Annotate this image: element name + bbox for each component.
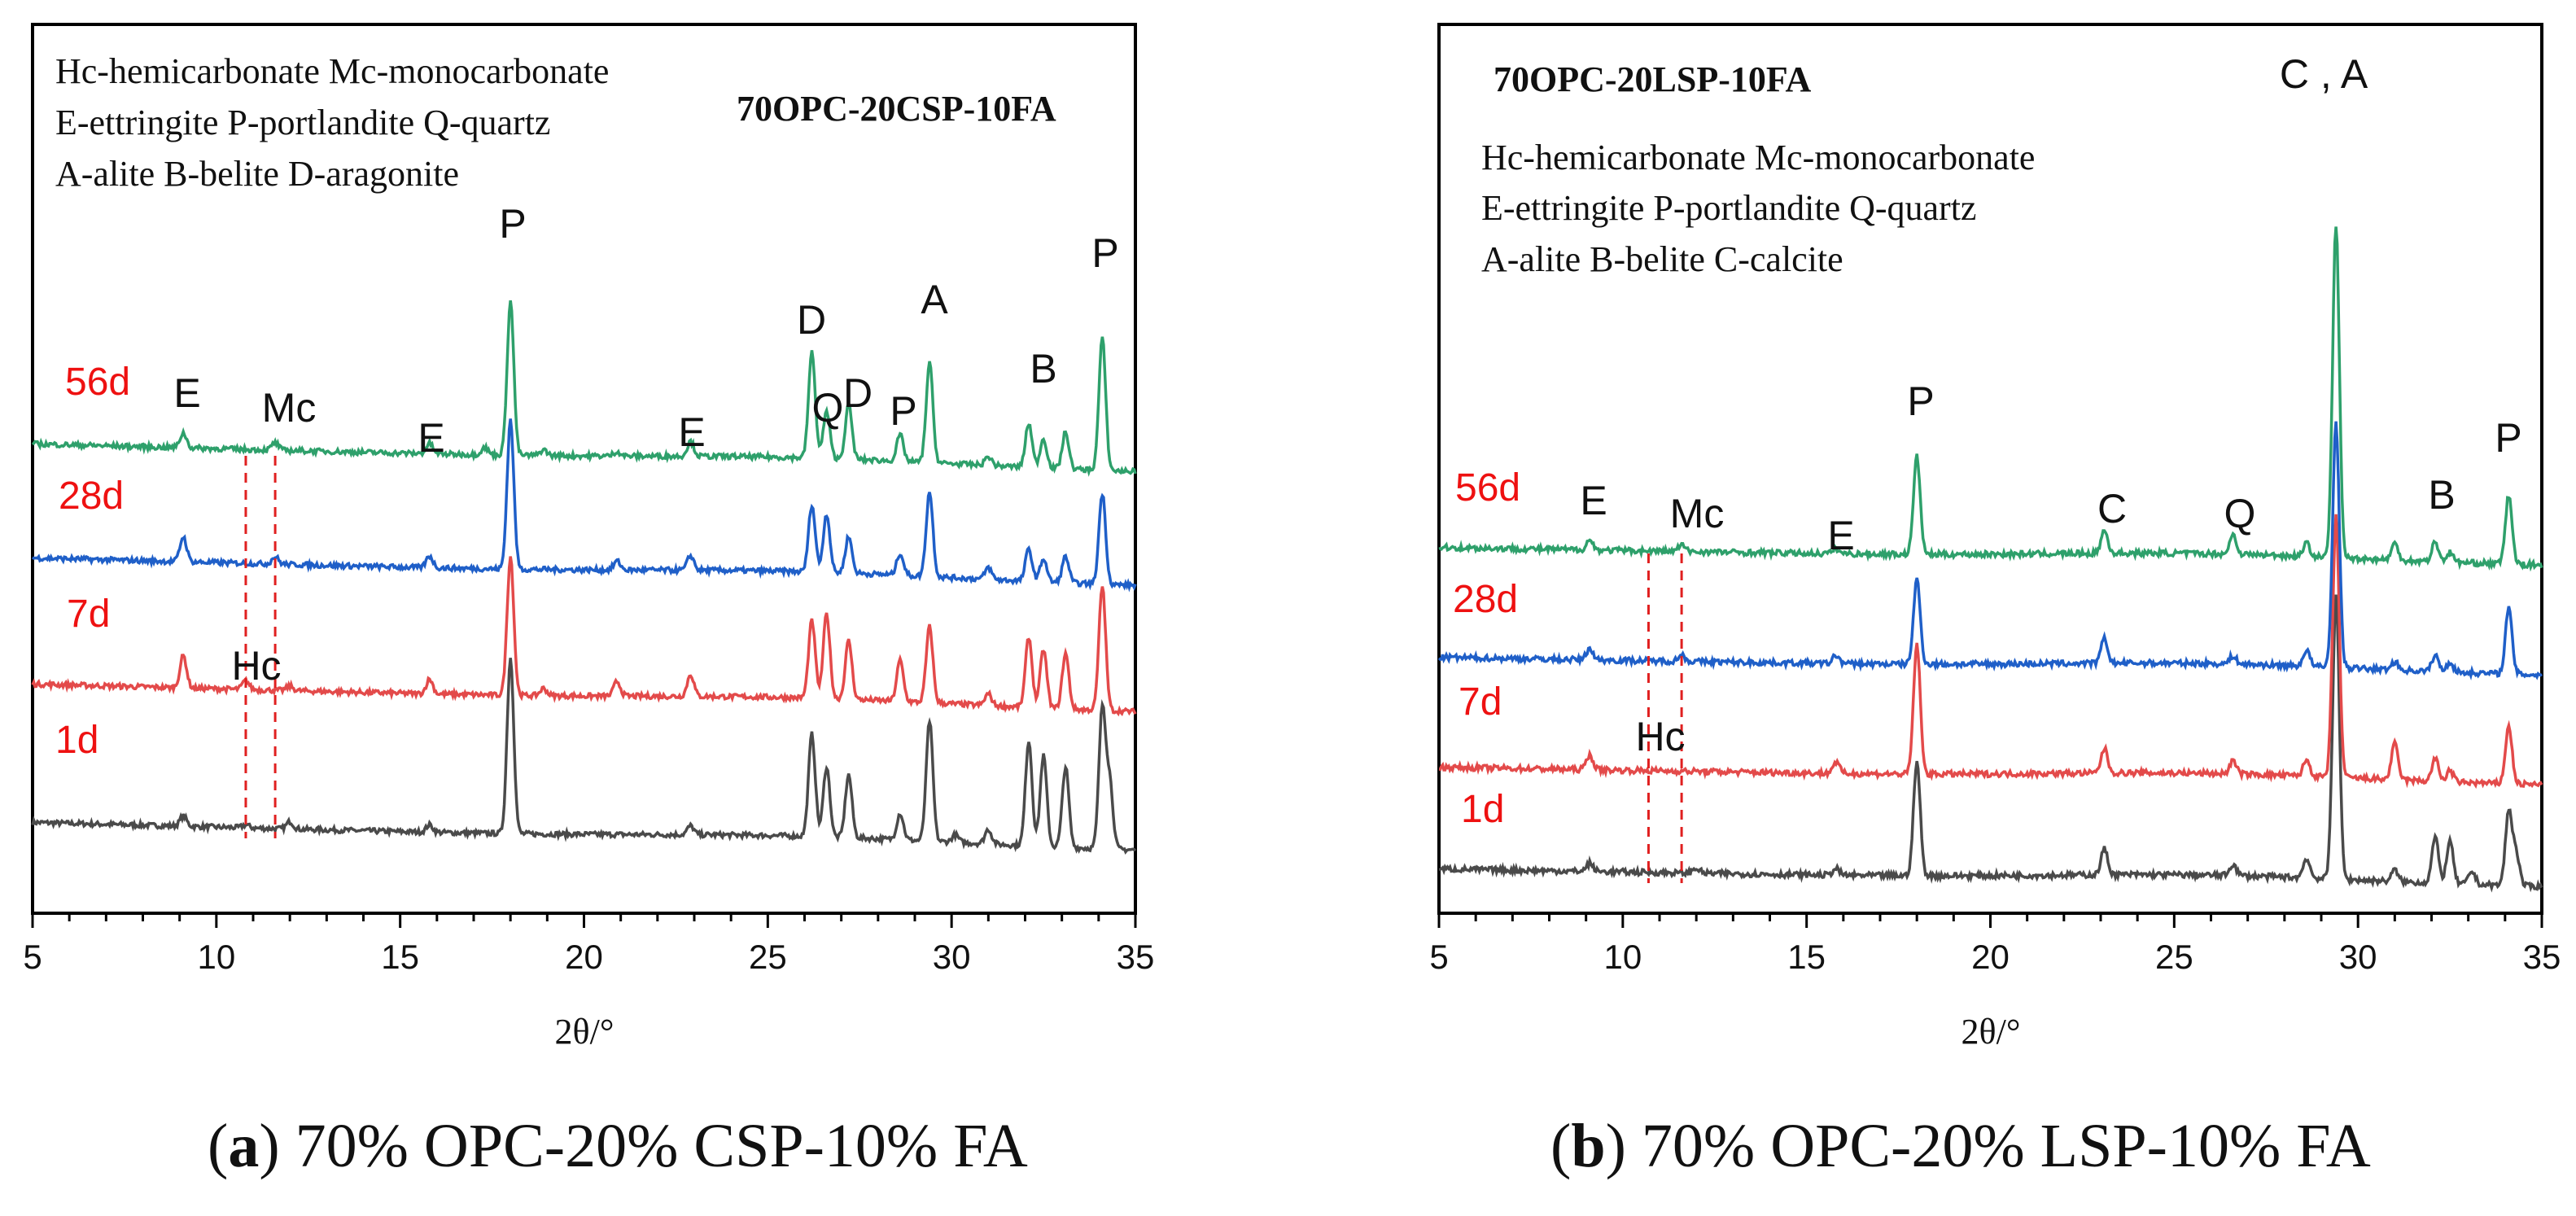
x-tick-label: 10 [197, 938, 235, 976]
dashed-markers-a [244, 456, 277, 838]
caption-a: (a) 70% OPC-20% CSP-10% FA [208, 1112, 1028, 1180]
x-tick-label: 20 [1971, 938, 2010, 976]
peak-label-b-c: C [2097, 486, 2127, 531]
series-line-b-7d [1438, 514, 2543, 790]
x-tick-label: 25 [749, 938, 787, 976]
series-line-a-7d [31, 556, 1137, 717]
peak-label-b-e1: E [1580, 478, 1607, 523]
age-label-a-28d: 28d [59, 475, 124, 518]
age-label-a-7d: 7d [67, 593, 110, 636]
peak-label-a-p2: P [890, 388, 916, 434]
series-line-b-1d [1438, 594, 2543, 893]
legend-line-a-1: Hc-hemicarbonate Mc-monocarbonate [55, 51, 609, 91]
x-tick-label: 15 [381, 938, 419, 976]
x-axis-label-b: 2θ/° [1962, 1012, 2021, 1052]
curves-a [31, 300, 1137, 855]
peak-label-a-p3: P [1091, 230, 1118, 276]
peak-label-b-mc: Mc [1670, 491, 1725, 536]
peak-label-a-e2: E [418, 415, 444, 461]
peak-label-b-hc: Hc [1635, 714, 1685, 759]
chart-title-b: 70OPC-20LSP-10FA [1494, 59, 1811, 99]
x-tick-label: 20 [565, 938, 603, 976]
peak-label-a-b: B [1030, 346, 1056, 391]
caption-a-text: 70% OPC-20% CSP-10% FA [295, 1112, 1028, 1180]
legend-line-a-2: E-ettringite P-portlandite Q-quartz [55, 103, 550, 142]
x-tick-label: 5 [1429, 938, 1448, 976]
peak-label-a-d1: D [797, 297, 826, 343]
peak-label-a-q: Q [812, 385, 844, 431]
caption-a-letter: a [228, 1112, 260, 1180]
series-line-a-1d [31, 658, 1137, 855]
peak-label-a-e1: E [173, 370, 200, 416]
peak-label-a-hc: Hc [231, 643, 281, 689]
age-label-b-28d: 28d [1453, 578, 1518, 621]
peak-label-a-mc: Mc [262, 385, 317, 431]
age-label-b-1d: 1d [1461, 788, 1504, 831]
x-tick-label: 35 [2523, 938, 2561, 976]
series-line-b-28d [1437, 421, 2543, 680]
legend-line-a-3: A-alite B-belite D-aragonite [55, 154, 459, 194]
peak-label-a-d2: D [843, 370, 873, 416]
curves-b [1437, 226, 2543, 893]
peak-label-b-p2: P [2495, 415, 2521, 461]
peak-label-b-e2: E [1827, 513, 1854, 558]
legend-line-b-2: E-ettringite P-portlandite Q-quartz [1481, 188, 1976, 228]
caption-b: (b) 70% OPC-20% LSP-10% FA [1550, 1112, 2371, 1180]
x-tick-label: 35 [1117, 938, 1155, 976]
age-label-b-56d: 56d [1455, 466, 1520, 510]
x-tick-label: 15 [1787, 938, 1826, 976]
age-label-b-7d: 7d [1459, 680, 1502, 724]
x-tick-label: 30 [2339, 938, 2377, 976]
peak-label-a-e3: E [678, 409, 705, 455]
peak-label-b-b: B [2428, 472, 2455, 518]
legend-line-b-3: A-alite B-belite C-calcite [1481, 239, 1843, 279]
series-line-a-28d [31, 418, 1137, 593]
peak-label-a-p1: P [499, 201, 526, 247]
peak-label-b-ca: C , A [2280, 51, 2368, 97]
x-tick-label: 5 [23, 938, 42, 976]
series-line-a-56d [31, 300, 1137, 477]
peak-label-a-a: A [921, 277, 948, 322]
series-line-b-56d [1438, 226, 2543, 572]
x-axis-label-a: 2θ/° [555, 1012, 614, 1052]
legend-line-b-1: Hc-hemicarbonate Mc-monocarbonate [1481, 138, 2035, 177]
x-axis-a: 5 10 15 20 25 30 35 [23, 913, 1154, 976]
panel-a: 5 10 15 20 25 30 35 Hc-hemicarbonate Mc-monoca… [23, 23, 1154, 1052]
x-tick-label: 10 [1603, 938, 1642, 976]
age-label-a-56d: 56d [65, 361, 130, 404]
x-tick-label: 25 [2155, 938, 2193, 976]
x-tick-label: 30 [933, 938, 971, 976]
dashed-markers-b [1647, 553, 1683, 883]
caption-b-text: 70% OPC-20% LSP-10% FA [1641, 1112, 2371, 1180]
caption-b-letter: b [1571, 1112, 1606, 1180]
panel-b: 5 10 15 20 25 30 35 70OPC-20LSP-10FA Hc-hemica… [1429, 23, 2561, 1052]
age-label-a-1d: 1d [55, 719, 98, 762]
peak-label-b-q: Q [2224, 491, 2256, 536]
chart-title-a: 70OPC-20CSP-10FA [737, 89, 1056, 129]
x-axis-b: 5 10 15 20 25 30 35 [1429, 913, 2561, 976]
peak-label-b-p1: P [1907, 378, 1934, 424]
